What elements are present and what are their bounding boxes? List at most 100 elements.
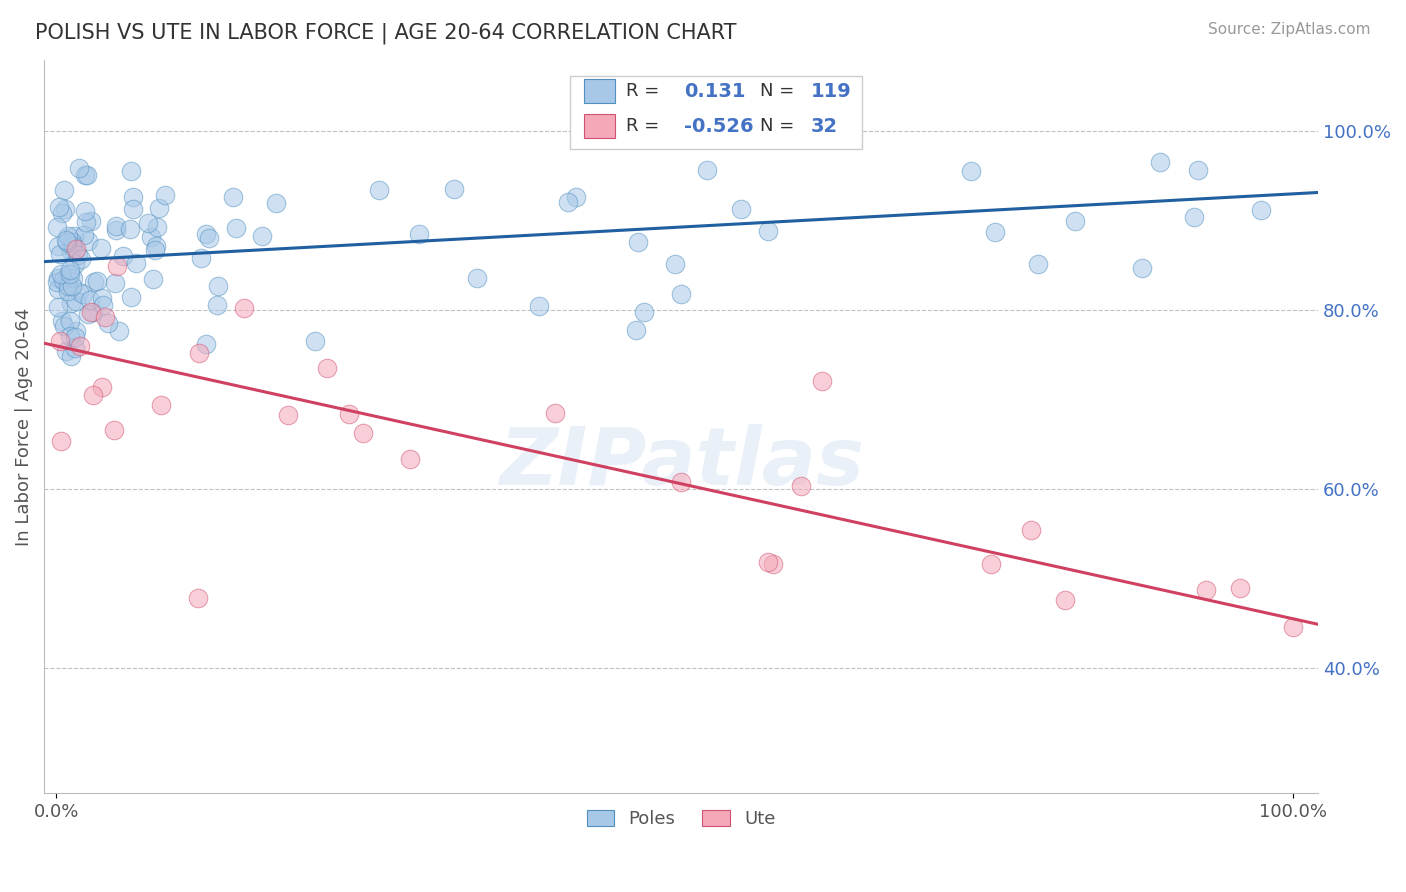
Point bbox=[664, 257, 686, 271]
Point bbox=[250, 229, 273, 244]
Point bbox=[222, 189, 245, 203]
Point bbox=[66, 248, 89, 262]
Point bbox=[190, 251, 212, 265]
Point bbox=[149, 399, 172, 413]
Point bbox=[62, 271, 84, 285]
Point bbox=[86, 274, 108, 288]
Point bbox=[756, 555, 779, 569]
Point bbox=[811, 374, 834, 388]
Point bbox=[63, 257, 86, 271]
Point bbox=[207, 279, 229, 293]
Point bbox=[97, 316, 120, 330]
Point bbox=[1182, 210, 1205, 224]
Point bbox=[49, 247, 72, 261]
Point bbox=[51, 206, 73, 220]
Point bbox=[399, 452, 422, 467]
FancyBboxPatch shape bbox=[571, 77, 862, 149]
Point bbox=[337, 407, 360, 421]
Point bbox=[56, 279, 79, 293]
Point bbox=[55, 233, 77, 247]
Text: POLISH VS UTE IN LABOR FORCE | AGE 20-64 CORRELATION CHART: POLISH VS UTE IN LABOR FORCE | AGE 20-64… bbox=[35, 22, 737, 44]
Point bbox=[1019, 523, 1042, 537]
Point bbox=[790, 479, 813, 493]
Point bbox=[65, 242, 87, 256]
Point bbox=[304, 334, 326, 348]
Point bbox=[108, 324, 131, 338]
Text: -0.526: -0.526 bbox=[683, 117, 754, 136]
Point bbox=[136, 216, 159, 230]
Point bbox=[194, 227, 217, 241]
Point bbox=[49, 334, 72, 348]
Point bbox=[56, 284, 79, 298]
Point bbox=[80, 213, 103, 227]
Text: N =: N = bbox=[761, 82, 794, 100]
Point bbox=[557, 194, 579, 209]
Point bbox=[46, 239, 69, 253]
Point bbox=[696, 162, 718, 177]
Point bbox=[1026, 257, 1049, 271]
Point bbox=[408, 227, 430, 241]
Point bbox=[59, 295, 82, 310]
Point bbox=[188, 346, 211, 360]
Point bbox=[67, 161, 90, 176]
Point bbox=[1282, 620, 1305, 634]
Point bbox=[105, 259, 128, 273]
Point bbox=[148, 202, 170, 216]
Point bbox=[63, 341, 86, 355]
Point bbox=[467, 270, 489, 285]
Point bbox=[142, 272, 165, 286]
Point bbox=[48, 270, 70, 285]
Point bbox=[104, 223, 127, 237]
Point bbox=[60, 235, 83, 250]
Point bbox=[125, 256, 148, 270]
Text: 0.131: 0.131 bbox=[683, 82, 745, 101]
Y-axis label: In Labor Force | Age 20-64: In Labor Force | Age 20-64 bbox=[15, 308, 32, 546]
FancyBboxPatch shape bbox=[585, 114, 614, 137]
Point bbox=[225, 220, 247, 235]
Point bbox=[118, 222, 141, 236]
Point bbox=[155, 188, 177, 202]
Text: N =: N = bbox=[761, 117, 794, 135]
Point bbox=[83, 275, 105, 289]
Point bbox=[46, 275, 69, 289]
Point bbox=[1229, 581, 1251, 595]
Point bbox=[67, 285, 90, 299]
Point bbox=[90, 380, 112, 394]
Point bbox=[58, 268, 80, 282]
Point bbox=[1054, 593, 1077, 607]
Point bbox=[1187, 162, 1209, 177]
Point bbox=[90, 241, 112, 255]
Point bbox=[633, 305, 655, 319]
Point bbox=[145, 239, 167, 253]
Text: ZIPatlas: ZIPatlas bbox=[499, 425, 863, 502]
Point bbox=[626, 324, 648, 338]
Point bbox=[316, 361, 339, 376]
Point bbox=[46, 282, 69, 296]
Point bbox=[544, 406, 567, 420]
Point bbox=[53, 319, 76, 334]
Point bbox=[139, 229, 162, 244]
Point bbox=[69, 339, 91, 353]
Point bbox=[60, 279, 83, 293]
Point bbox=[91, 292, 114, 306]
FancyBboxPatch shape bbox=[585, 79, 614, 103]
Point bbox=[277, 409, 299, 423]
Point bbox=[367, 183, 389, 197]
Point bbox=[51, 267, 73, 281]
Point bbox=[1130, 261, 1153, 276]
Point bbox=[80, 305, 103, 319]
Point bbox=[51, 314, 73, 328]
Point bbox=[103, 423, 125, 437]
Point bbox=[104, 219, 127, 234]
Point bbox=[60, 349, 83, 363]
Point bbox=[1149, 155, 1171, 169]
Point bbox=[146, 219, 169, 234]
Point bbox=[205, 298, 228, 312]
Point bbox=[62, 239, 84, 253]
Point bbox=[82, 388, 104, 402]
Point bbox=[65, 294, 87, 309]
Point bbox=[48, 200, 70, 214]
Point bbox=[79, 293, 101, 307]
Point bbox=[73, 204, 96, 219]
Point bbox=[669, 287, 692, 301]
